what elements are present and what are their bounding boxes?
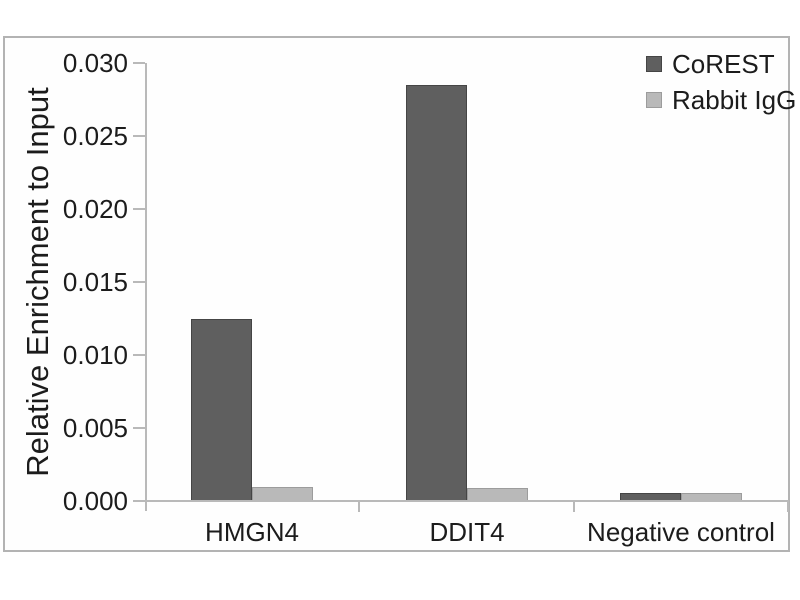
y-axis-tick: [133, 135, 145, 137]
legend-swatch-rabbit-igg: [646, 92, 662, 108]
y-axis-tick-label: 0.030: [62, 48, 128, 78]
y-axis-line: [145, 63, 147, 511]
y-axis-tick-label: 0.025: [62, 121, 128, 151]
legend-item-rabbit-igg: Rabbit IgG: [646, 84, 797, 115]
y-axis-tick-label: 0.020: [62, 194, 128, 224]
x-axis-tick: [358, 500, 360, 512]
legend-item-corest: CoREST: [646, 48, 796, 79]
bar-corest-negative-control: [620, 493, 681, 500]
legend: CoREST Rabbit IgG: [646, 48, 797, 122]
bar-rabbit-igg-ddit4: [467, 488, 528, 500]
bar-rabbit-igg-negative-control: [681, 493, 742, 500]
bar-rabbit-igg-hmgn4: [252, 487, 313, 500]
legend-label-rabbit-igg: Rabbit IgG: [672, 84, 797, 115]
x-axis-tick: [573, 500, 575, 512]
y-axis-tick: [133, 62, 145, 64]
x-axis-line: [133, 500, 788, 502]
chart-frame: [3, 36, 790, 552]
x-axis-category-label: HMGN4: [205, 517, 299, 547]
y-axis-tick-label: 0.010: [62, 340, 128, 370]
y-axis-tick-label: 0.015: [62, 267, 128, 297]
y-axis-tick: [133, 208, 145, 210]
bar-corest-hmgn4: [191, 319, 252, 500]
x-axis-category-label: Negative control: [587, 517, 775, 547]
y-axis-tick-label: 0.005: [62, 413, 128, 443]
y-axis-tick: [133, 354, 145, 356]
x-axis-tick: [787, 500, 789, 512]
y-axis-tick: [133, 281, 145, 283]
y-axis-tick-label: 0.000: [62, 486, 128, 516]
legend-label-corest: CoREST: [672, 48, 775, 79]
y-axis-tick: [133, 427, 145, 429]
x-axis-category-label: DDIT4: [429, 517, 505, 547]
bar-corest-ddit4: [406, 85, 467, 500]
legend-swatch-corest: [646, 56, 662, 72]
